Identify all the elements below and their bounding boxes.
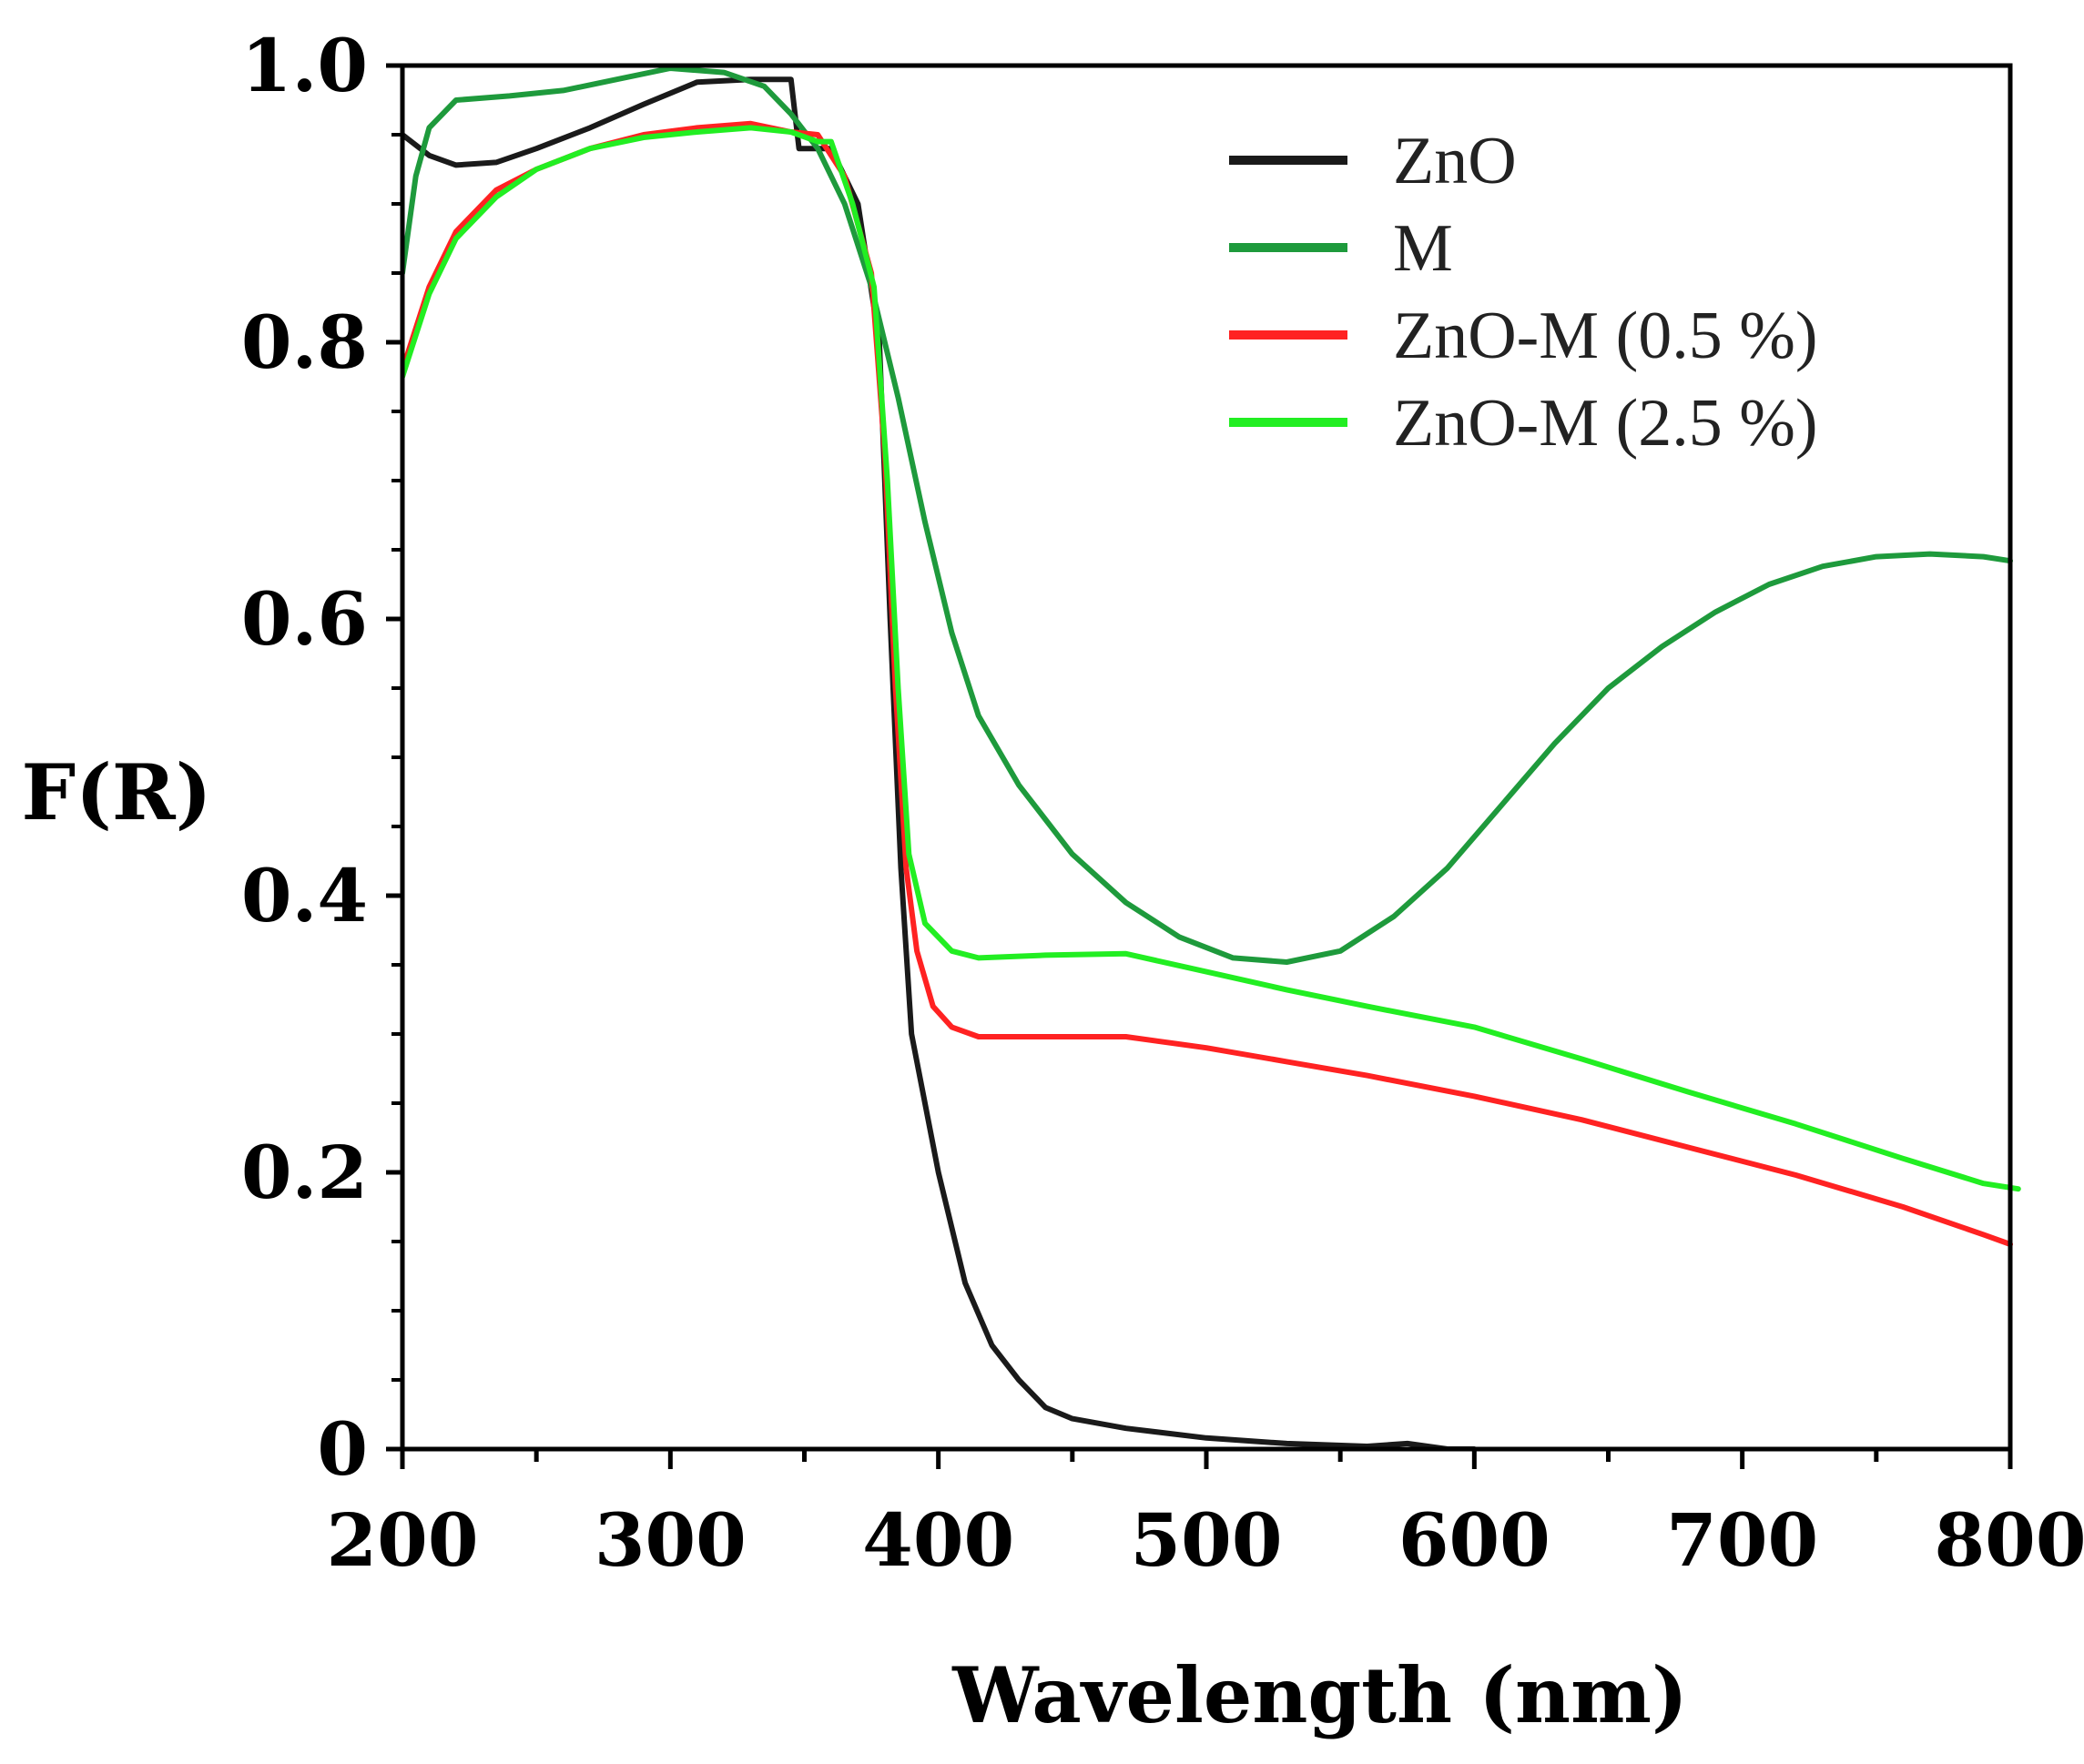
x-tick-label: 800 (1935, 1497, 2084, 1583)
series-line-zno-m-2-5 (401, 125, 2021, 1192)
series-line-zno (401, 76, 1478, 1449)
x-tick-label: 300 (595, 1497, 747, 1583)
y-tick-labels: 0 0.2 0.4 0.6 0.8 1.0 (241, 23, 368, 1492)
x-tick-labels: 200 300 400 500 600 700 800 (327, 1497, 2084, 1583)
x-tick-label: 200 (327, 1497, 479, 1583)
y-axis-title: F(R) (22, 747, 212, 837)
y-tick-label: 0.4 (241, 853, 368, 938)
x-axis-title: Wavelength (nm) (951, 1650, 1687, 1740)
legend: ZnO M ZnO-M (0.5 %) ZnO-M (2.5 %) (1229, 124, 1818, 461)
legend-label: ZnO-M (0.5 %) (1393, 299, 1818, 373)
plot-area-frame (400, 63, 2013, 1452)
y-tick-label: 0.8 (241, 299, 368, 385)
y-tick-label: 0.2 (241, 1130, 368, 1215)
x-tick-label: 400 (862, 1497, 1014, 1583)
x-tick-label: 700 (1666, 1497, 1818, 1583)
major-ticks (386, 63, 2013, 1469)
series-line-zno-m-0-5 (401, 120, 2013, 1247)
series-layer (401, 66, 2021, 1449)
legend-label: ZnO (1393, 124, 1517, 198)
x-tick-label: 500 (1131, 1497, 1283, 1583)
series-line-m (401, 66, 2013, 965)
y-tick-label: 1.0 (241, 23, 368, 108)
legend-label: M (1393, 211, 1453, 286)
y-tick-label: 0 (317, 1406, 368, 1492)
x-tick-label: 600 (1398, 1497, 1550, 1583)
legend-label: ZnO-M (2.5 %) (1393, 386, 1818, 461)
y-tick-label: 0.6 (241, 576, 368, 662)
